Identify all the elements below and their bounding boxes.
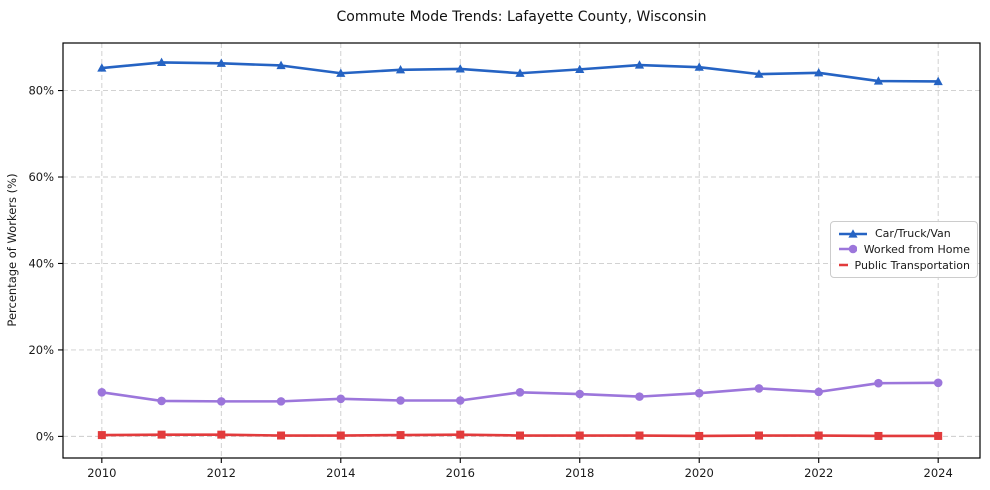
legend-item-car-truck-van: Car/Truck/Van bbox=[838, 227, 970, 240]
series-marker-worked-from-home-2012 bbox=[217, 397, 226, 406]
y-tick-label-20%: 20% bbox=[28, 343, 54, 357]
series-marker-car-truck-van-2017 bbox=[515, 68, 525, 77]
series-marker-worked-from-home-2013 bbox=[276, 397, 286, 406]
x-tick-label-2014: 2014 bbox=[326, 466, 355, 480]
x-tick-label-2018: 2018 bbox=[565, 466, 594, 480]
series-marker-public-transportation-2023 bbox=[874, 431, 883, 440]
series-marker-car-truck-van-2012 bbox=[216, 58, 226, 67]
square-marker-icon bbox=[839, 263, 848, 267]
x-tick-label-2012: 2012 bbox=[207, 466, 236, 480]
y-tick-label-0%: 0% bbox=[36, 429, 54, 443]
series-marker-worked-from-home-2015 bbox=[396, 396, 405, 405]
series-marker-public-transportation-2015 bbox=[396, 431, 405, 440]
series-marker-worked-from-home-2022 bbox=[814, 387, 824, 397]
triangle-marker-icon bbox=[839, 229, 867, 238]
x-tick-label-2016: 2016 bbox=[446, 466, 475, 480]
series-marker-car-truck-van-2011 bbox=[156, 57, 167, 67]
series-marker-worked-from-home-2024 bbox=[933, 378, 943, 388]
series-marker-public-transportation-2020 bbox=[695, 431, 704, 440]
series-marker-public-transportation-2010 bbox=[97, 431, 106, 440]
series-marker-public-transportation-2012 bbox=[217, 430, 226, 439]
series-marker-worked-from-home-2017 bbox=[515, 387, 525, 397]
series-marker-worked-from-home-2023 bbox=[874, 378, 883, 388]
plot-border bbox=[62, 42, 981, 459]
series-marker-car-truck-van-2023 bbox=[873, 76, 884, 85]
series-marker-public-transportation-2021 bbox=[754, 431, 763, 440]
legend-item-public-transportation: Public Transportation bbox=[838, 259, 970, 272]
series-marker-public-transportation-2017 bbox=[516, 431, 525, 440]
legend-item-worked-from-home: Worked from Home bbox=[838, 243, 970, 256]
series-marker-worked-from-home-2011 bbox=[157, 396, 166, 406]
y-tick-label-80%: 80% bbox=[28, 84, 54, 98]
series-marker-public-transportation-2011 bbox=[157, 430, 166, 439]
legend: Car/Truck/Van Worked from Home Public Tran… bbox=[830, 221, 978, 278]
series-marker-public-transportation-2018 bbox=[575, 431, 584, 440]
series-marker-worked-from-home-2021 bbox=[754, 384, 764, 393]
series-marker-worked-from-home-2019 bbox=[635, 392, 644, 401]
series-marker-car-truck-van-2020 bbox=[694, 62, 704, 71]
series-marker-car-truck-van-2024 bbox=[933, 76, 943, 86]
series-marker-public-transportation-2019 bbox=[635, 431, 644, 440]
series-marker-worked-from-home-2014 bbox=[336, 394, 346, 404]
x-tick-label-2024: 2024 bbox=[924, 466, 953, 480]
series-marker-car-truck-van-2016 bbox=[455, 64, 465, 73]
series-marker-worked-from-home-2018 bbox=[575, 389, 585, 399]
series-marker-worked-from-home-2016 bbox=[455, 396, 465, 405]
series-marker-public-transportation-2014 bbox=[336, 431, 345, 440]
x-tick-label-2020: 2020 bbox=[685, 466, 714, 480]
series-marker-worked-from-home-2020 bbox=[694, 388, 704, 398]
y-tick-label-40%: 40% bbox=[28, 256, 54, 270]
series-marker-car-truck-van-2021 bbox=[754, 69, 764, 78]
series-marker-public-transportation-2022 bbox=[814, 431, 823, 440]
x-tick-label-2022: 2022 bbox=[804, 466, 833, 480]
series-marker-public-transportation-2013 bbox=[277, 431, 286, 440]
y-axis-label: Percentage of Workers (%) bbox=[5, 173, 19, 326]
series-marker-car-truck-van-2022 bbox=[814, 68, 824, 77]
legend-label-public-transportation: Public Transportation bbox=[854, 258, 970, 272]
series-marker-public-transportation-2024 bbox=[934, 431, 943, 440]
series-marker-car-truck-van-2014 bbox=[336, 68, 346, 77]
legend-label-car-truck-van: Car/Truck/Van bbox=[875, 227, 951, 241]
series-marker-worked-from-home-2010 bbox=[97, 387, 107, 397]
chart-title: Commute Mode Trends: Lafayette County, W… bbox=[336, 9, 707, 25]
series-marker-car-truck-van-2018 bbox=[575, 64, 585, 73]
series-marker-car-truck-van-2019 bbox=[634, 60, 645, 69]
circle-marker-icon bbox=[839, 245, 857, 254]
series-marker-car-truck-van-2010 bbox=[97, 63, 107, 72]
series-marker-car-truck-van-2015 bbox=[395, 65, 406, 74]
x-tick-label-2010: 2010 bbox=[87, 466, 116, 480]
y-tick-label-60%: 60% bbox=[28, 170, 54, 184]
series-marker-public-transportation-2016 bbox=[456, 430, 465, 439]
series-marker-car-truck-van-2013 bbox=[276, 60, 286, 70]
legend-label-worked-from-home: Worked from Home bbox=[863, 242, 970, 256]
